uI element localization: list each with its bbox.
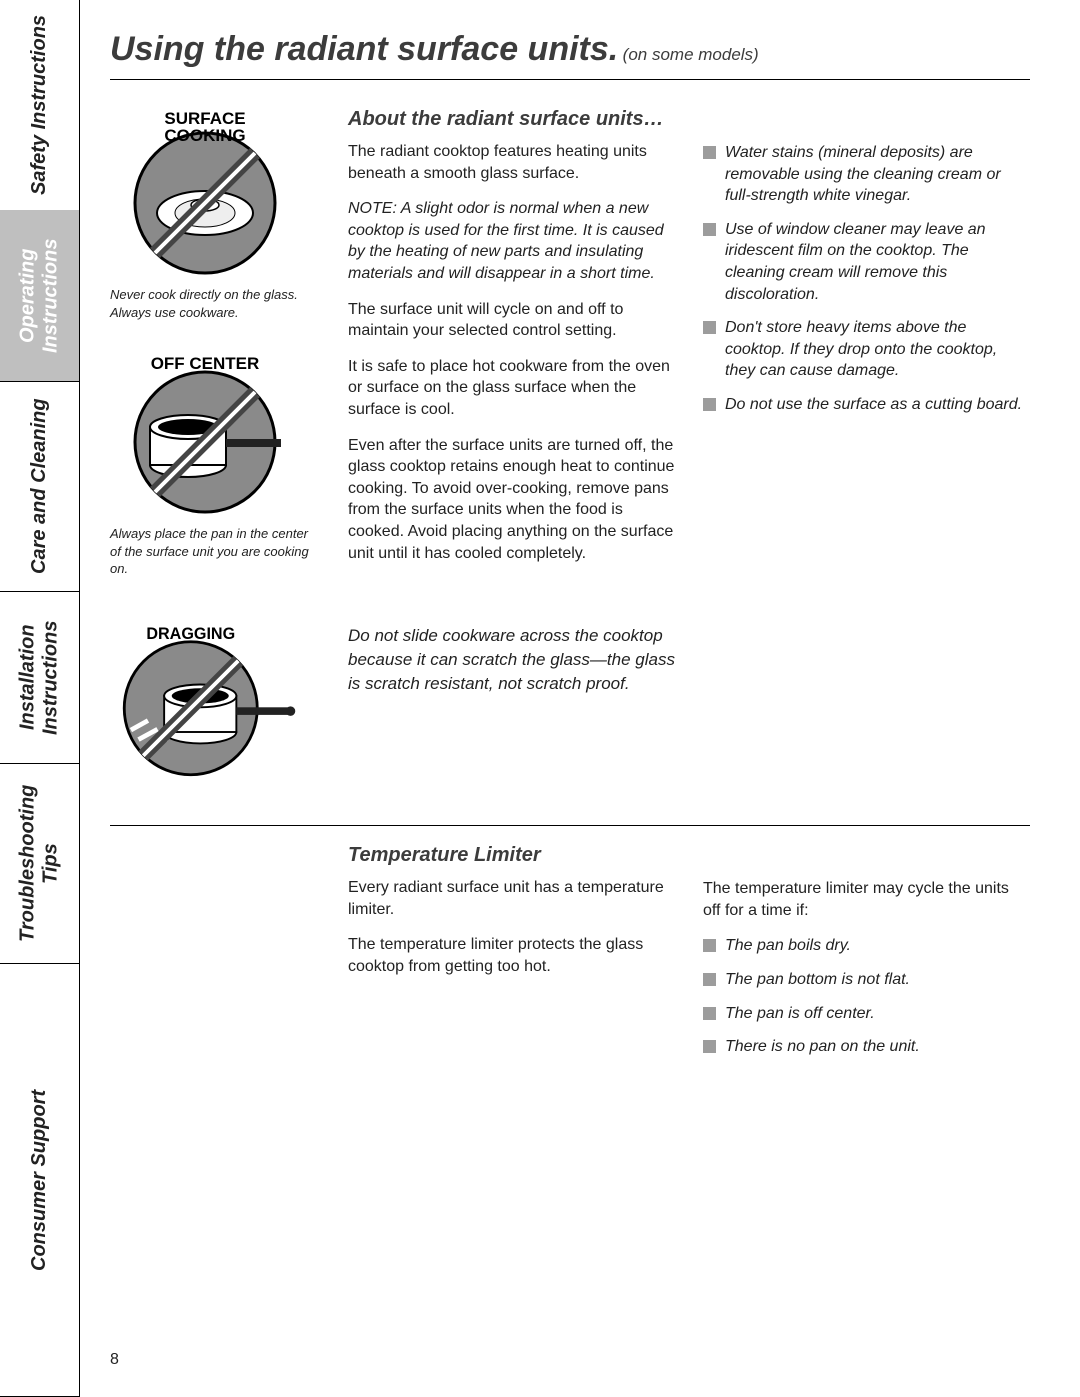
temp-columns: Temperature Limiter Every radiant surfac… bbox=[110, 844, 1030, 1070]
figure-dragging: DRAGGING bbox=[110, 618, 300, 780]
figure-surface-cooking: SURFACE COOKING bbox=[110, 108, 300, 278]
about-columns: SURFACE COOKING Never cook directly on t… bbox=[110, 108, 1030, 787]
about-para-4: It is safe to place hot cookware from th… bbox=[348, 356, 675, 421]
page-number: 8 bbox=[110, 1351, 119, 1369]
about-para-5: Even after the surface units are turned … bbox=[348, 435, 675, 565]
page-title: Using the radiant surface units. bbox=[110, 30, 618, 68]
section-divider bbox=[110, 825, 1030, 826]
tab-troubleshooting[interactable]: Troubleshooting Tips bbox=[0, 764, 79, 964]
about-bullet-2: Use of window cleaner may leave an iride… bbox=[703, 219, 1030, 305]
temp-bullet-2: The pan bottom is not flat. bbox=[703, 969, 1030, 991]
temp-heading: Temperature Limiter bbox=[348, 844, 675, 867]
figures-column: SURFACE COOKING Never cook directly on t… bbox=[110, 108, 320, 787]
temp-bullets: The pan boils dry. The pan bottom is not… bbox=[703, 935, 1030, 1057]
about-bullet-4: Do not use the surface as a cutting boar… bbox=[703, 394, 1030, 416]
tab-safety[interactable]: Safety Instructions bbox=[0, 0, 79, 210]
figure-caption-offcenter: Always place the pan in the center of th… bbox=[110, 525, 320, 578]
tab-operating[interactable]: Operating Instructions bbox=[0, 210, 79, 382]
tab-care[interactable]: Care and Cleaning bbox=[0, 382, 79, 592]
figure-caption-surface: Never cook directly on the glass. Always… bbox=[110, 286, 320, 321]
temp-para-1: Every radiant surface unit has a tempera… bbox=[348, 877, 675, 920]
about-bullet-3: Don't store heavy items above the cookto… bbox=[703, 317, 1030, 382]
about-text-column: About the radiant surface units… The rad… bbox=[348, 108, 675, 787]
svg-text:OFF CENTER: OFF CENTER bbox=[151, 354, 260, 373]
svg-text:DRAGGING: DRAGGING bbox=[146, 625, 235, 643]
temp-right-intro: The temperature limiter may cycle the un… bbox=[703, 878, 1030, 921]
about-bullets-column: Water stains (mineral deposits) are remo… bbox=[703, 108, 1030, 787]
temp-bullet-3: The pan is off center. bbox=[703, 1003, 1030, 1025]
about-bullets: Water stains (mineral deposits) are remo… bbox=[703, 142, 1030, 416]
temp-right-text: The temperature limiter may cycle the un… bbox=[703, 844, 1030, 1070]
about-para-3: The surface unit will cycle on and off t… bbox=[348, 299, 675, 342]
about-para-note: NOTE: A slight odor is normal when a new… bbox=[348, 198, 675, 284]
temp-spacer bbox=[110, 844, 320, 1070]
page-title-row: Using the radiant surface units. (on som… bbox=[110, 30, 1030, 80]
figure-off-center: OFF CENTER bbox=[110, 347, 300, 517]
tab-consumer-support[interactable]: Consumer Support bbox=[0, 964, 79, 1397]
about-heading: About the radiant surface units… bbox=[348, 108, 675, 131]
svg-text:COOKING: COOKING bbox=[164, 126, 245, 145]
temp-para-2: The temperature limiter protects the gla… bbox=[348, 934, 675, 977]
sidebar-tabs: Safety Instructions Operating Instructio… bbox=[0, 0, 80, 1397]
about-bullet-1: Water stains (mineral deposits) are remo… bbox=[703, 142, 1030, 207]
temp-bullet-4: There is no pan on the unit. bbox=[703, 1036, 1030, 1058]
page-title-note: (on some models) bbox=[623, 45, 759, 64]
temp-left-text: Temperature Limiter Every radiant surfac… bbox=[348, 844, 675, 1070]
dragging-note: Do not slide cookware across the cooktop… bbox=[348, 624, 675, 695]
temp-bullet-1: The pan boils dry. bbox=[703, 935, 1030, 957]
about-para-1: The radiant cooktop features heating uni… bbox=[348, 141, 675, 184]
tab-installation[interactable]: Installation Instructions bbox=[0, 592, 79, 764]
main-content: Using the radiant surface units. (on som… bbox=[80, 0, 1080, 1397]
